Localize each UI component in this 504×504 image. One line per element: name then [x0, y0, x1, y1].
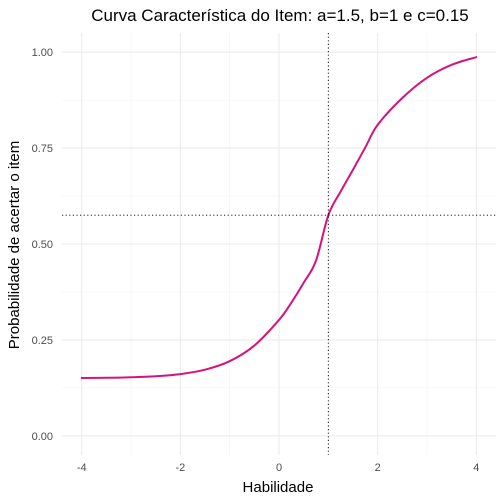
reference-lines	[62, 33, 496, 455]
series-layer	[80, 56, 478, 380]
series-line-0	[80, 56, 478, 380]
major-gridlines	[62, 33, 496, 455]
x-tick-label: 2	[375, 462, 381, 474]
y-tick-label: 0.25	[32, 335, 53, 347]
x-axis-title: Habilidade	[243, 479, 314, 496]
y-tick-label: 0.50	[32, 239, 53, 251]
x-tick-label: -4	[77, 462, 87, 474]
y-axis-ticks: 0.00 0.25 0.50 0.75 1.00	[32, 47, 53, 443]
x-tick-label: 0	[276, 462, 282, 474]
y-tick-label: 0.00	[32, 431, 53, 443]
x-tick-label: 4	[473, 462, 479, 474]
y-tick-label: 1.00	[32, 47, 53, 59]
x-tick-label: -2	[175, 462, 185, 474]
chart-title: Curva Característica do Item: a=1.5, b=1…	[91, 6, 469, 25]
y-tick-label: 0.75	[32, 143, 53, 155]
x-axis-ticks: -4 -2 0 2 4	[77, 462, 479, 474]
y-axis-title: Probabilidade de acertar o item	[6, 141, 23, 349]
